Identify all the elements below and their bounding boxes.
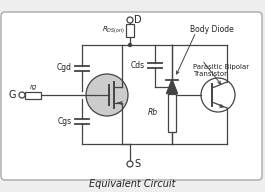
Circle shape [127,161,133,167]
Text: G: G [8,90,16,100]
Bar [25,92,41,98]
Bar [168,94,176,132]
Text: Parasitic Bipolar
Transistor: Parasitic Bipolar Transistor [193,64,249,78]
Text: Cgd: Cgd [57,64,72,73]
Polygon shape [166,79,178,94]
Circle shape [86,74,128,116]
Circle shape [129,44,131,46]
Circle shape [201,78,235,112]
Text: $R_{DS(on)}$: $R_{DS(on)}$ [102,24,125,35]
FancyBboxPatch shape [1,12,262,180]
Text: Body Diode: Body Diode [190,25,234,33]
Text: Rb: Rb [148,108,158,117]
Bar [126,24,134,37]
Text: S: S [134,159,140,169]
Circle shape [19,92,25,98]
Text: rg: rg [29,84,37,89]
Circle shape [127,17,133,23]
Text: Cds: Cds [131,61,145,70]
Text: Cgs: Cgs [58,117,72,126]
Text: D: D [134,15,142,25]
Text: Equivalent Circuit: Equivalent Circuit [89,179,175,189]
